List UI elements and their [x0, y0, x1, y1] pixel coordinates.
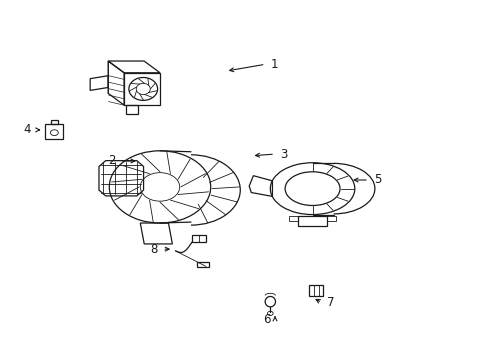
Text: 7: 7: [326, 296, 333, 309]
Text: 6: 6: [262, 314, 270, 327]
Text: 4: 4: [23, 123, 31, 136]
Text: 3: 3: [279, 148, 286, 161]
Text: 2: 2: [108, 154, 115, 167]
Text: 5: 5: [373, 174, 380, 186]
Text: 8: 8: [150, 243, 157, 256]
Text: 1: 1: [270, 58, 277, 71]
